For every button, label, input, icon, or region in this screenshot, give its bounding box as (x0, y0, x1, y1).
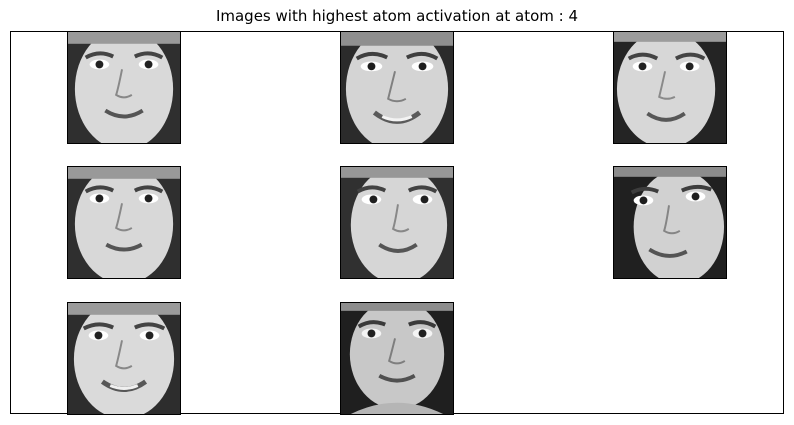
face-image-6-graphic (614, 167, 726, 278)
face-image-2-graphic (341, 32, 453, 143)
face-image-8 (340, 302, 454, 415)
face-image-4-graphic (68, 167, 180, 278)
face-image-3 (613, 31, 727, 144)
face-image-4 (67, 166, 181, 279)
face-image-5-graphic (341, 167, 453, 278)
face-image-2 (340, 31, 454, 144)
face-image-7-graphic (68, 303, 180, 414)
face-image-1-graphic (68, 32, 180, 143)
face-image-8-graphic (341, 303, 453, 414)
face-image-6 (613, 166, 727, 279)
face-image-3-graphic (614, 32, 726, 143)
face-image-7 (67, 302, 181, 415)
face-image-1 (67, 31, 181, 144)
face-image-5 (340, 166, 454, 279)
figure-title: Images with highest atom activation at a… (215, 7, 579, 25)
